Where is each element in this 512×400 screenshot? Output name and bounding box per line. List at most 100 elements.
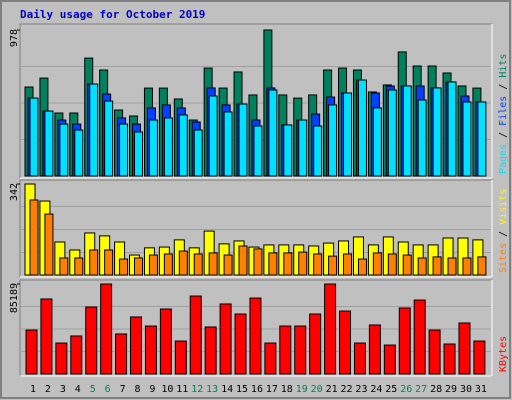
x-tick-label: 5 xyxy=(90,384,96,395)
x-tick-label: 8 xyxy=(134,384,140,395)
bar xyxy=(59,257,69,276)
bar xyxy=(178,114,188,177)
bar xyxy=(372,107,382,177)
bar xyxy=(223,111,233,177)
bar xyxy=(398,307,411,375)
bar xyxy=(208,95,218,177)
bar xyxy=(234,313,247,375)
bar xyxy=(268,252,278,276)
bar xyxy=(238,103,248,177)
bar xyxy=(473,340,486,375)
bar xyxy=(163,117,173,177)
bar xyxy=(193,253,203,276)
x-tick-label: 2 xyxy=(45,384,51,395)
bar xyxy=(253,125,263,177)
x-tick-label: 18 xyxy=(281,384,293,395)
legend: KBytes xyxy=(498,336,509,372)
x-tick-label: 14 xyxy=(221,384,233,395)
bar xyxy=(144,325,157,375)
x-tick-label: 24 xyxy=(370,384,382,395)
legend-entry: Sites xyxy=(498,243,509,273)
bar xyxy=(253,248,263,276)
x-tick-label: 25 xyxy=(385,384,397,395)
bar xyxy=(74,129,84,177)
legend-separator: / xyxy=(498,126,509,144)
bar xyxy=(29,97,39,177)
x-tick-label: 31 xyxy=(475,384,487,395)
bar xyxy=(148,119,158,177)
bar xyxy=(104,249,114,276)
bar xyxy=(417,99,427,177)
bar xyxy=(208,252,218,276)
bar xyxy=(343,92,353,177)
x-tick-label: 11 xyxy=(176,384,188,395)
bar xyxy=(25,329,38,375)
bar xyxy=(134,257,144,276)
bar xyxy=(462,257,472,276)
bar xyxy=(40,298,53,375)
x-tick-label: 23 xyxy=(355,384,367,395)
bar xyxy=(477,256,487,276)
bar xyxy=(238,245,248,276)
bar xyxy=(283,252,293,276)
bar xyxy=(447,257,457,276)
bar xyxy=(339,310,352,375)
bar xyxy=(328,104,338,177)
bar xyxy=(193,129,203,177)
bar xyxy=(447,81,457,177)
x-tick-label: 6 xyxy=(105,384,111,395)
bar xyxy=(104,100,114,177)
bar xyxy=(413,299,426,375)
bar xyxy=(119,258,129,276)
bar xyxy=(130,316,143,375)
bar xyxy=(402,85,412,177)
bar xyxy=(428,329,441,375)
x-tick-label: 29 xyxy=(445,384,457,395)
x-tick-label: 9 xyxy=(149,384,155,395)
x-tick-label: 20 xyxy=(311,384,323,395)
bar xyxy=(59,123,69,177)
x-tick-label: 13 xyxy=(206,384,218,395)
bar xyxy=(432,87,442,177)
bar xyxy=(163,253,173,276)
bar xyxy=(462,101,472,177)
bar xyxy=(432,256,442,276)
legend: Pages / Files / Hits xyxy=(498,54,509,174)
bar xyxy=(357,258,367,276)
bar xyxy=(343,253,353,276)
bar xyxy=(44,110,54,177)
bar xyxy=(44,213,54,276)
bar xyxy=(159,308,172,375)
bar xyxy=(324,283,337,375)
x-tick-label: 16 xyxy=(251,384,263,395)
bar xyxy=(283,124,293,177)
bar xyxy=(313,125,323,177)
bar xyxy=(417,257,427,276)
bar xyxy=(268,89,278,177)
bar xyxy=(458,322,471,375)
legend-entry: KBytes xyxy=(498,336,509,372)
bar xyxy=(134,131,144,177)
bar xyxy=(174,340,187,375)
legend-entry: Hits xyxy=(498,54,509,78)
bar xyxy=(74,257,84,276)
bar xyxy=(294,325,307,375)
x-tick-label: 22 xyxy=(341,384,353,395)
bar xyxy=(368,324,381,375)
bar xyxy=(328,255,338,276)
bar xyxy=(402,254,412,276)
bar xyxy=(309,313,322,375)
bar xyxy=(85,306,98,375)
bar xyxy=(264,342,277,375)
x-tick-label: 1 xyxy=(30,384,36,395)
bar xyxy=(298,251,308,276)
y-tick-label: 85189 xyxy=(9,283,20,313)
bar xyxy=(298,119,308,177)
bar xyxy=(223,254,233,276)
bar xyxy=(178,250,188,276)
y-tick-label: 342 xyxy=(9,183,20,201)
bar xyxy=(219,303,232,375)
bar xyxy=(279,325,292,375)
chart-title: Daily usage for October 2019 xyxy=(20,8,205,21)
